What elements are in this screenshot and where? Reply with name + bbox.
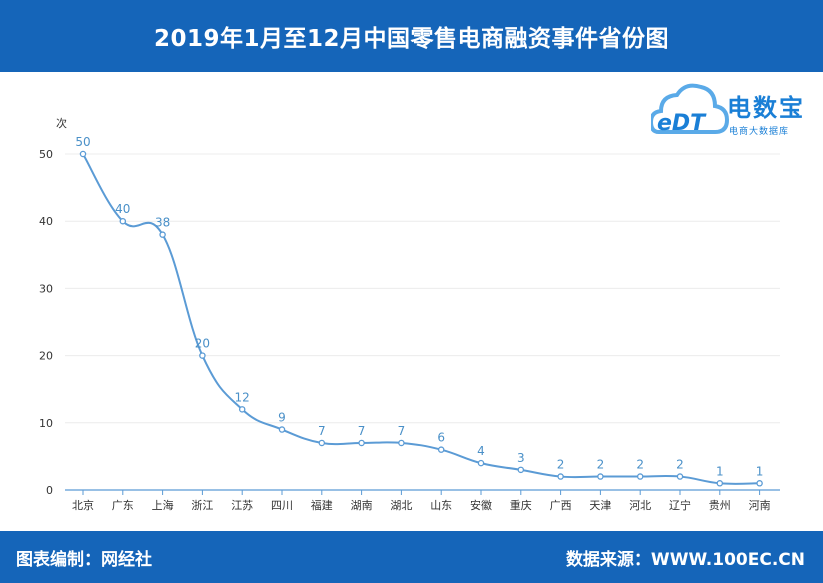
logo-mark: eDT: [657, 111, 707, 136]
data-label: 38: [155, 216, 170, 230]
line-chart: 0 10 20 30 40 50 次 北京 广东 上海 浙江 江苏 四川 福建 湖南 湖北 山东 安徽 重庆 广西…: [39, 116, 780, 512]
grid-lines: [65, 153, 780, 424]
data-point: [437, 446, 445, 453]
x-tick-label: 安徽: [470, 498, 492, 512]
x-tick-label: 福建: [311, 498, 333, 512]
data-point: [716, 480, 724, 487]
data-labels: 50 40 38 20 12 9 7 7 7 6 4 3 2 2 2 2 1 1: [75, 135, 763, 478]
x-tick-label: 湖北: [390, 499, 412, 512]
data-point: [636, 473, 644, 480]
data-label: 1: [756, 464, 764, 478]
x-tick-label: 浙江: [191, 499, 213, 512]
data-point: [477, 459, 485, 467]
x-axis: 北京 广东 上海 浙江 江苏 四川 福建 湖南 湖北 山东 安徽 重庆 广西 天津 河北 辽宁 贵州 河南: [72, 490, 771, 512]
y-tick-label: 40: [39, 215, 53, 228]
cloud-icon: eDT: [648, 83, 730, 136]
data-label: 6: [437, 431, 445, 445]
data-point: [557, 473, 564, 480]
data-label: 2: [557, 458, 565, 472]
x-tick-label: 重庆: [510, 498, 532, 512]
data-point: [199, 352, 206, 359]
y-tick-label: 50: [39, 148, 53, 161]
footer-source: 数据来源：WWW.100EC.CN: [565, 550, 805, 570]
data-point: [398, 439, 405, 447]
x-tick-label: 江苏: [231, 499, 253, 512]
data-point: [318, 439, 326, 447]
data-point: [756, 480, 763, 487]
data-label: 12: [235, 390, 250, 404]
data-point: [597, 473, 604, 480]
data-label: 3: [517, 451, 525, 465]
footer-credit: 图表编制：网经社: [16, 550, 152, 570]
data-point: [676, 473, 684, 480]
series-line: [82, 153, 760, 485]
logo-name: 电数宝: [727, 94, 805, 122]
data-point: [159, 231, 166, 238]
x-tick-label: 山东: [430, 499, 452, 512]
logo-subtitle: 电商大数据库: [729, 127, 790, 137]
x-tick-label: 天津: [589, 499, 611, 512]
chart-title: 2019年1月至12月中国零售电商融资事件省份图: [153, 26, 670, 52]
x-tick-label: 河南: [749, 499, 771, 512]
x-tick-label: 河北: [629, 499, 651, 512]
x-tick-label: 上海: [152, 498, 174, 512]
data-label: 20: [195, 337, 210, 351]
x-tick-label: 广西: [550, 499, 572, 512]
data-point: [278, 426, 286, 433]
data-label: 7: [398, 424, 406, 438]
x-tick-label: 辽宁: [669, 498, 691, 512]
x-tick-label: 北京: [72, 498, 94, 512]
data-point: [358, 439, 365, 447]
data-point: [238, 406, 246, 413]
x-tick-label: 广东: [112, 499, 134, 512]
y-tick-label: 20: [39, 350, 53, 363]
data-point: [119, 217, 127, 225]
y-tick-label: 0: [46, 484, 53, 497]
y-tick-label: 30: [39, 282, 53, 295]
data-point: [79, 150, 87, 158]
x-tick-label: 四川: [271, 499, 293, 512]
data-label: 9: [278, 411, 286, 425]
data-label: 50: [75, 135, 90, 149]
data-label: 2: [636, 458, 644, 472]
data-label: 7: [358, 424, 366, 438]
data-label: 2: [597, 458, 605, 472]
y-axis-label: 次: [56, 116, 67, 130]
data-label: 40: [115, 202, 130, 216]
chart-title-banner: 2019年1月至12月中国零售电商融资事件省份图: [0, 0, 823, 72]
data-label: 1: [716, 464, 724, 478]
y-axis: 0 10 20 30 40 50: [39, 148, 53, 497]
footer-bar: 图表编制：网经社 数据来源：WWW.100EC.CN: [0, 531, 823, 583]
y-tick-label: 10: [39, 417, 53, 430]
data-label: 2: [676, 458, 684, 472]
edt-logo: eDT 电数宝 电商大数据库: [648, 76, 821, 146]
x-tick-label: 湖南: [351, 499, 373, 512]
data-label: 7: [318, 424, 326, 438]
data-label: 4: [477, 444, 485, 458]
x-tick-label: 贵州: [709, 499, 731, 512]
data-point: [517, 466, 525, 474]
data-points: [79, 150, 763, 487]
